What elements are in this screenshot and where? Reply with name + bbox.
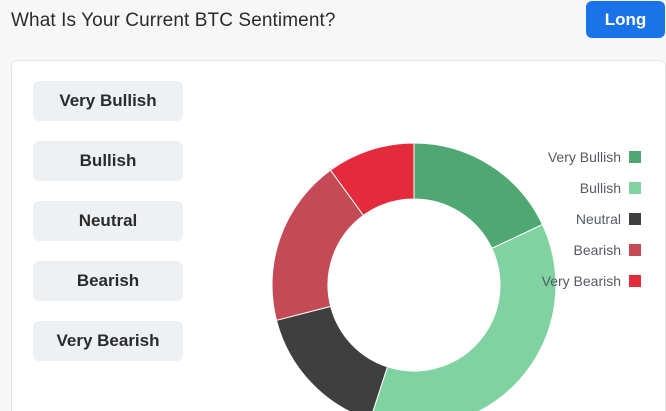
donut-slice-neutral[interactable] bbox=[275, 305, 389, 411]
bullish-button[interactable]: Bullish bbox=[33, 141, 183, 181]
legend-label: Bullish bbox=[580, 180, 621, 196]
sentiment-card: Very Bullish Bullish Neutral Bearish Ver… bbox=[11, 60, 666, 411]
donut-slice-bullish[interactable] bbox=[370, 223, 557, 411]
legend-swatch bbox=[629, 182, 641, 194]
legend-label: Very Bullish bbox=[548, 149, 621, 165]
legend-label: Neutral bbox=[576, 211, 621, 227]
sentiment-donut-chart: Very Bullish Bullish Neutral Bearish Very Be… bbox=[271, 142, 641, 411]
legend-swatch bbox=[629, 275, 641, 287]
donut-slice-very-bearish[interactable] bbox=[329, 142, 415, 217]
bearish-button[interactable]: Bearish bbox=[33, 261, 183, 301]
legend-swatch bbox=[629, 213, 641, 225]
legend-swatch bbox=[629, 151, 641, 163]
very-bullish-button[interactable]: Very Bullish bbox=[33, 81, 183, 121]
neutral-button[interactable]: Neutral bbox=[33, 201, 183, 241]
donut-slice-very-bullish[interactable] bbox=[413, 142, 544, 250]
very-bearish-button[interactable]: Very Bearish bbox=[33, 321, 183, 361]
legend-swatch bbox=[629, 244, 641, 256]
header: What Is Your Current BTC Sentiment? Long bbox=[0, 0, 666, 46]
legend-label: Very Bearish bbox=[542, 273, 621, 289]
long-button[interactable]: Long bbox=[586, 1, 665, 38]
page-title: What Is Your Current BTC Sentiment? bbox=[11, 10, 336, 31]
legend-label: Bearish bbox=[574, 242, 621, 258]
sentiment-options: Very Bullish Bullish Neutral Bearish Ver… bbox=[33, 81, 183, 381]
